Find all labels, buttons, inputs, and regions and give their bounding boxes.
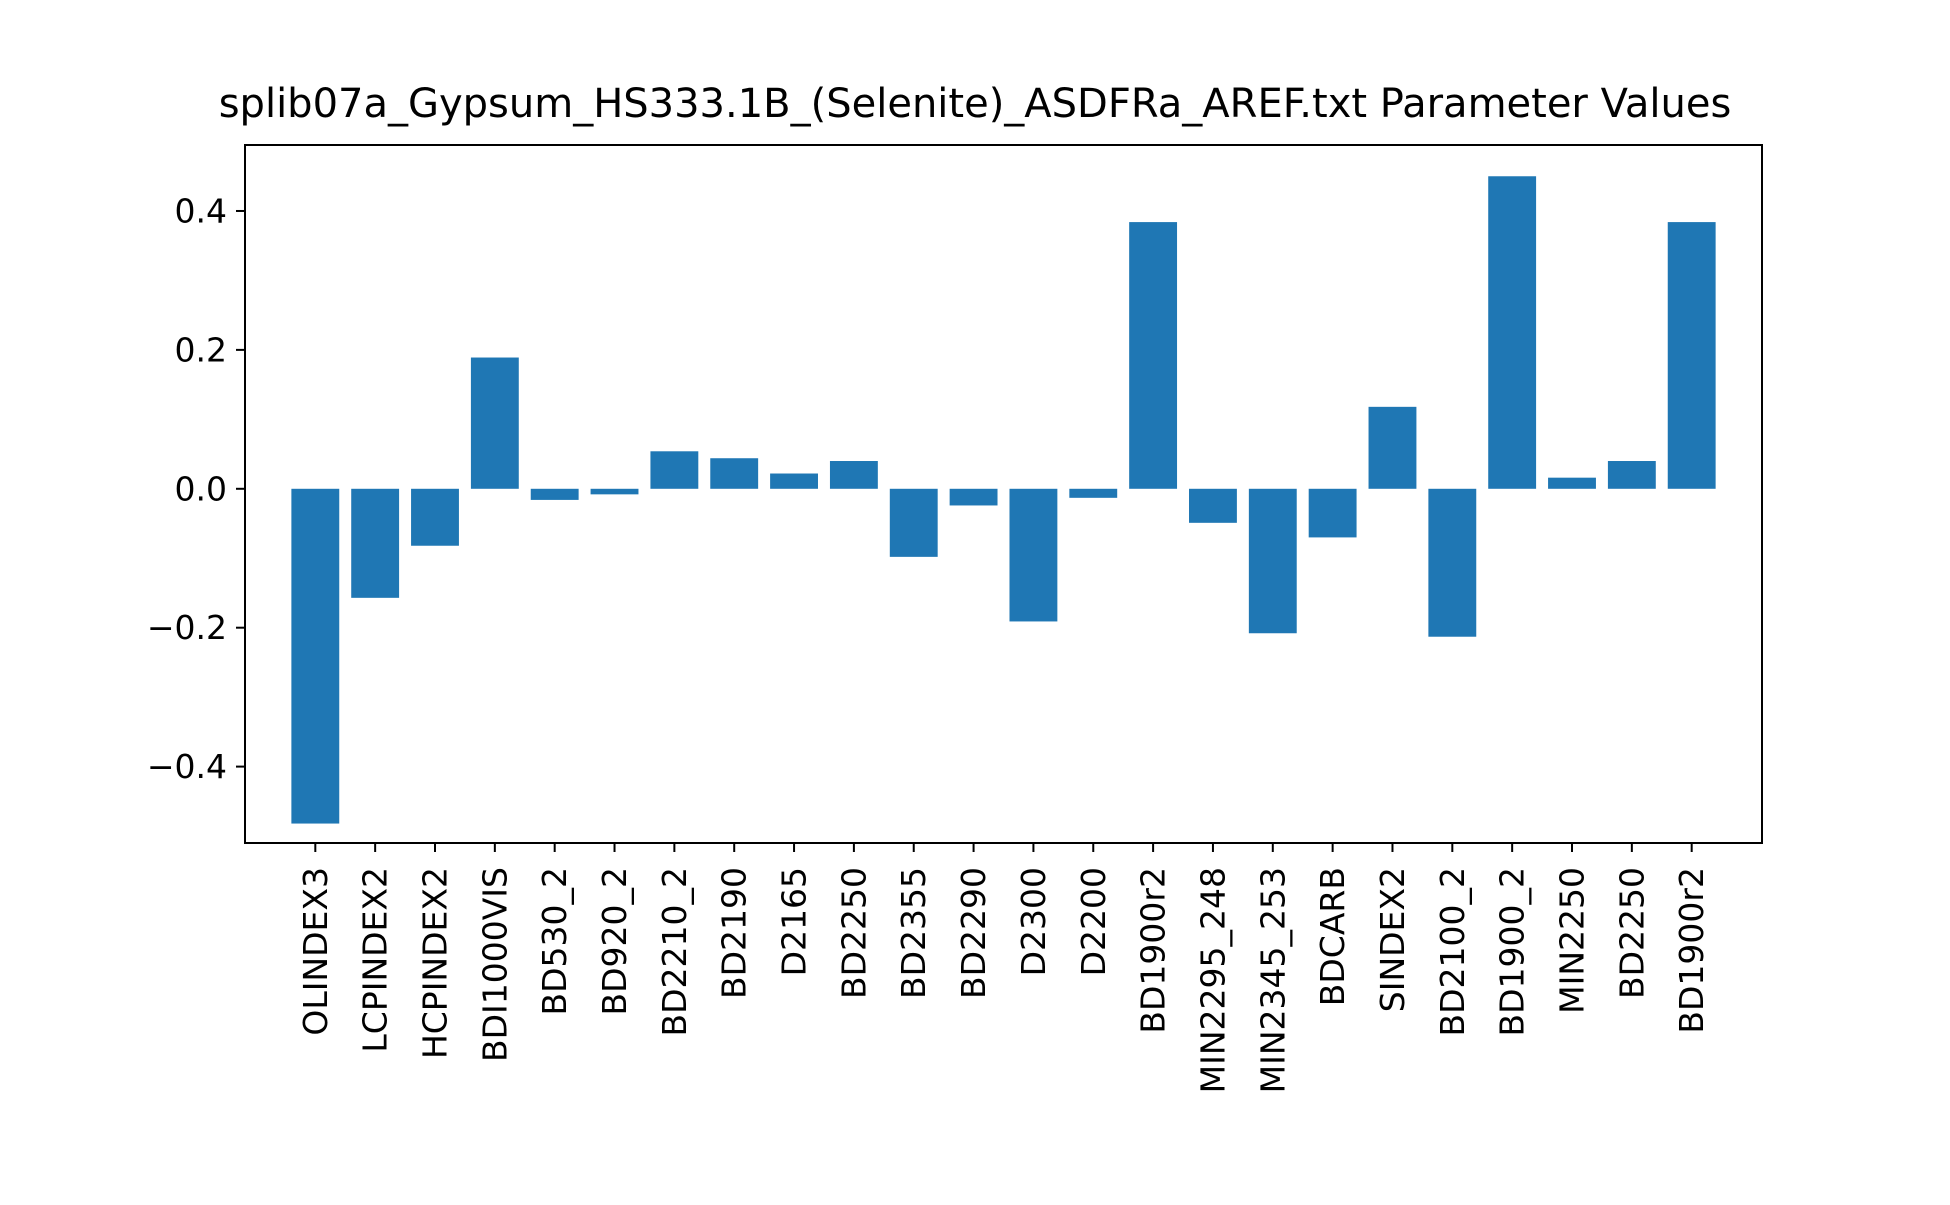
bar-bd530_2 <box>530 488 579 500</box>
bar-hcpindex2 <box>411 488 459 546</box>
x-tick-label: D2200 <box>1074 867 1113 976</box>
bar-bd920_2 <box>590 488 639 495</box>
bar-bdcarb <box>1308 488 1357 538</box>
bar-lcpindex2 <box>351 488 400 598</box>
x-tick-label: BD2250 <box>1612 867 1651 999</box>
y-axis: −0.4 −0.2 0.0 0.2 0.4 <box>147 191 245 786</box>
x-tick-label: MIN2295_248 <box>1193 867 1232 1093</box>
bar-bd2355 <box>889 488 938 557</box>
x-tick-label: BD2190 <box>715 867 754 999</box>
bar-bd1900_2 <box>1488 176 1537 489</box>
x-tick-label: BD2100_2 <box>1433 867 1472 1037</box>
x-tick-label: BD1900_2 <box>1493 867 1532 1037</box>
bar-d2200 <box>1069 488 1118 498</box>
x-tick-label: D2300 <box>1014 867 1053 976</box>
x-tick-label: MIN2345_253 <box>1253 867 1292 1093</box>
bar-min2345_253 <box>1248 488 1297 634</box>
bar-bd2290 <box>949 488 998 506</box>
bar-min2250 <box>1548 477 1596 489</box>
bar-d2300 <box>1009 488 1058 622</box>
x-axis: OLINDEX3 LCPINDEX2 HCPINDEX2 BDI1000VIS BD53… <box>296 843 1711 1093</box>
x-tick-label: OLINDEX3 <box>296 867 335 1036</box>
x-tick-label: LCPINDEX2 <box>356 867 395 1053</box>
bar-bdi1000vis <box>470 357 519 489</box>
y-tick-label: 0.4 <box>175 191 227 230</box>
bar-min2295_248 <box>1189 488 1237 523</box>
x-tick-label: BDI1000VIS <box>475 867 514 1062</box>
bar-bd2250 <box>829 461 878 489</box>
x-tick-label: BDCARB <box>1313 867 1352 1006</box>
x-tick-label: BD2355 <box>894 867 933 999</box>
y-tick-label: −0.4 <box>147 747 227 786</box>
x-tick-label: BD1900r2 <box>1672 867 1711 1034</box>
bar-d2165 <box>770 473 818 489</box>
bar-bd2100_2 <box>1428 488 1477 637</box>
x-tick-label: BD2250 <box>834 867 873 999</box>
bar-sindex2 <box>1368 406 1417 489</box>
bar-bd2190 <box>710 458 759 489</box>
y-tick-label: 0.2 <box>175 330 227 369</box>
x-tick-label: BD920_2 <box>595 867 634 1016</box>
bar-olindex3 <box>291 488 340 824</box>
bar-bd1900r2 <box>1129 222 1178 489</box>
y-tick-label: −0.2 <box>147 608 227 647</box>
bar-bd1900r2 <box>1667 222 1716 489</box>
x-tick-label: BD1900r2 <box>1134 867 1173 1034</box>
x-tick-label: BD530_2 <box>535 867 574 1016</box>
y-tick-label: 0.0 <box>175 469 227 508</box>
bars-layer <box>291 176 1716 824</box>
bar-bd2250 <box>1607 461 1656 489</box>
bar-bd2210_2 <box>650 451 699 489</box>
x-tick-label: HCPINDEX2 <box>415 867 454 1059</box>
x-tick-label: MIN2250 <box>1553 867 1592 1014</box>
x-tick-label: BD2290 <box>954 867 993 999</box>
chart-title: splib07a_Gypsum_HS333.1B_(Selenite)_ASDF… <box>219 81 1732 127</box>
plot-frame <box>244 144 1763 844</box>
x-tick-label: BD2210_2 <box>655 867 694 1037</box>
x-tick-label: SINDEX2 <box>1373 867 1412 1012</box>
x-tick-label: D2165 <box>775 867 814 976</box>
